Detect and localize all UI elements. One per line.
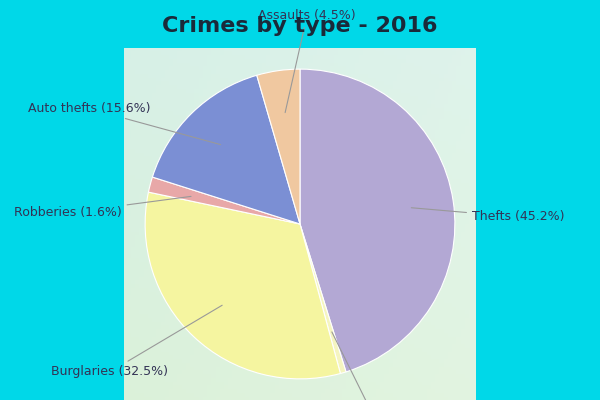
Text: Auto thefts (15.6%): Auto thefts (15.6%) [28,102,221,145]
Wedge shape [152,75,300,224]
Text: Crimes by type - 2016: Crimes by type - 2016 [162,16,438,36]
Wedge shape [300,69,455,372]
Text: Robberies (1.6%): Robberies (1.6%) [14,196,191,219]
Text: Burglaries (32.5%): Burglaries (32.5%) [52,305,222,378]
Wedge shape [257,69,300,224]
Text: Assaults (4.5%): Assaults (4.5%) [258,9,356,112]
Wedge shape [145,192,340,379]
Wedge shape [148,177,300,224]
Wedge shape [300,224,346,374]
Text: Rapes (0.6%): Rapes (0.6%) [332,332,419,400]
Text: Thefts (45.2%): Thefts (45.2%) [412,208,565,224]
